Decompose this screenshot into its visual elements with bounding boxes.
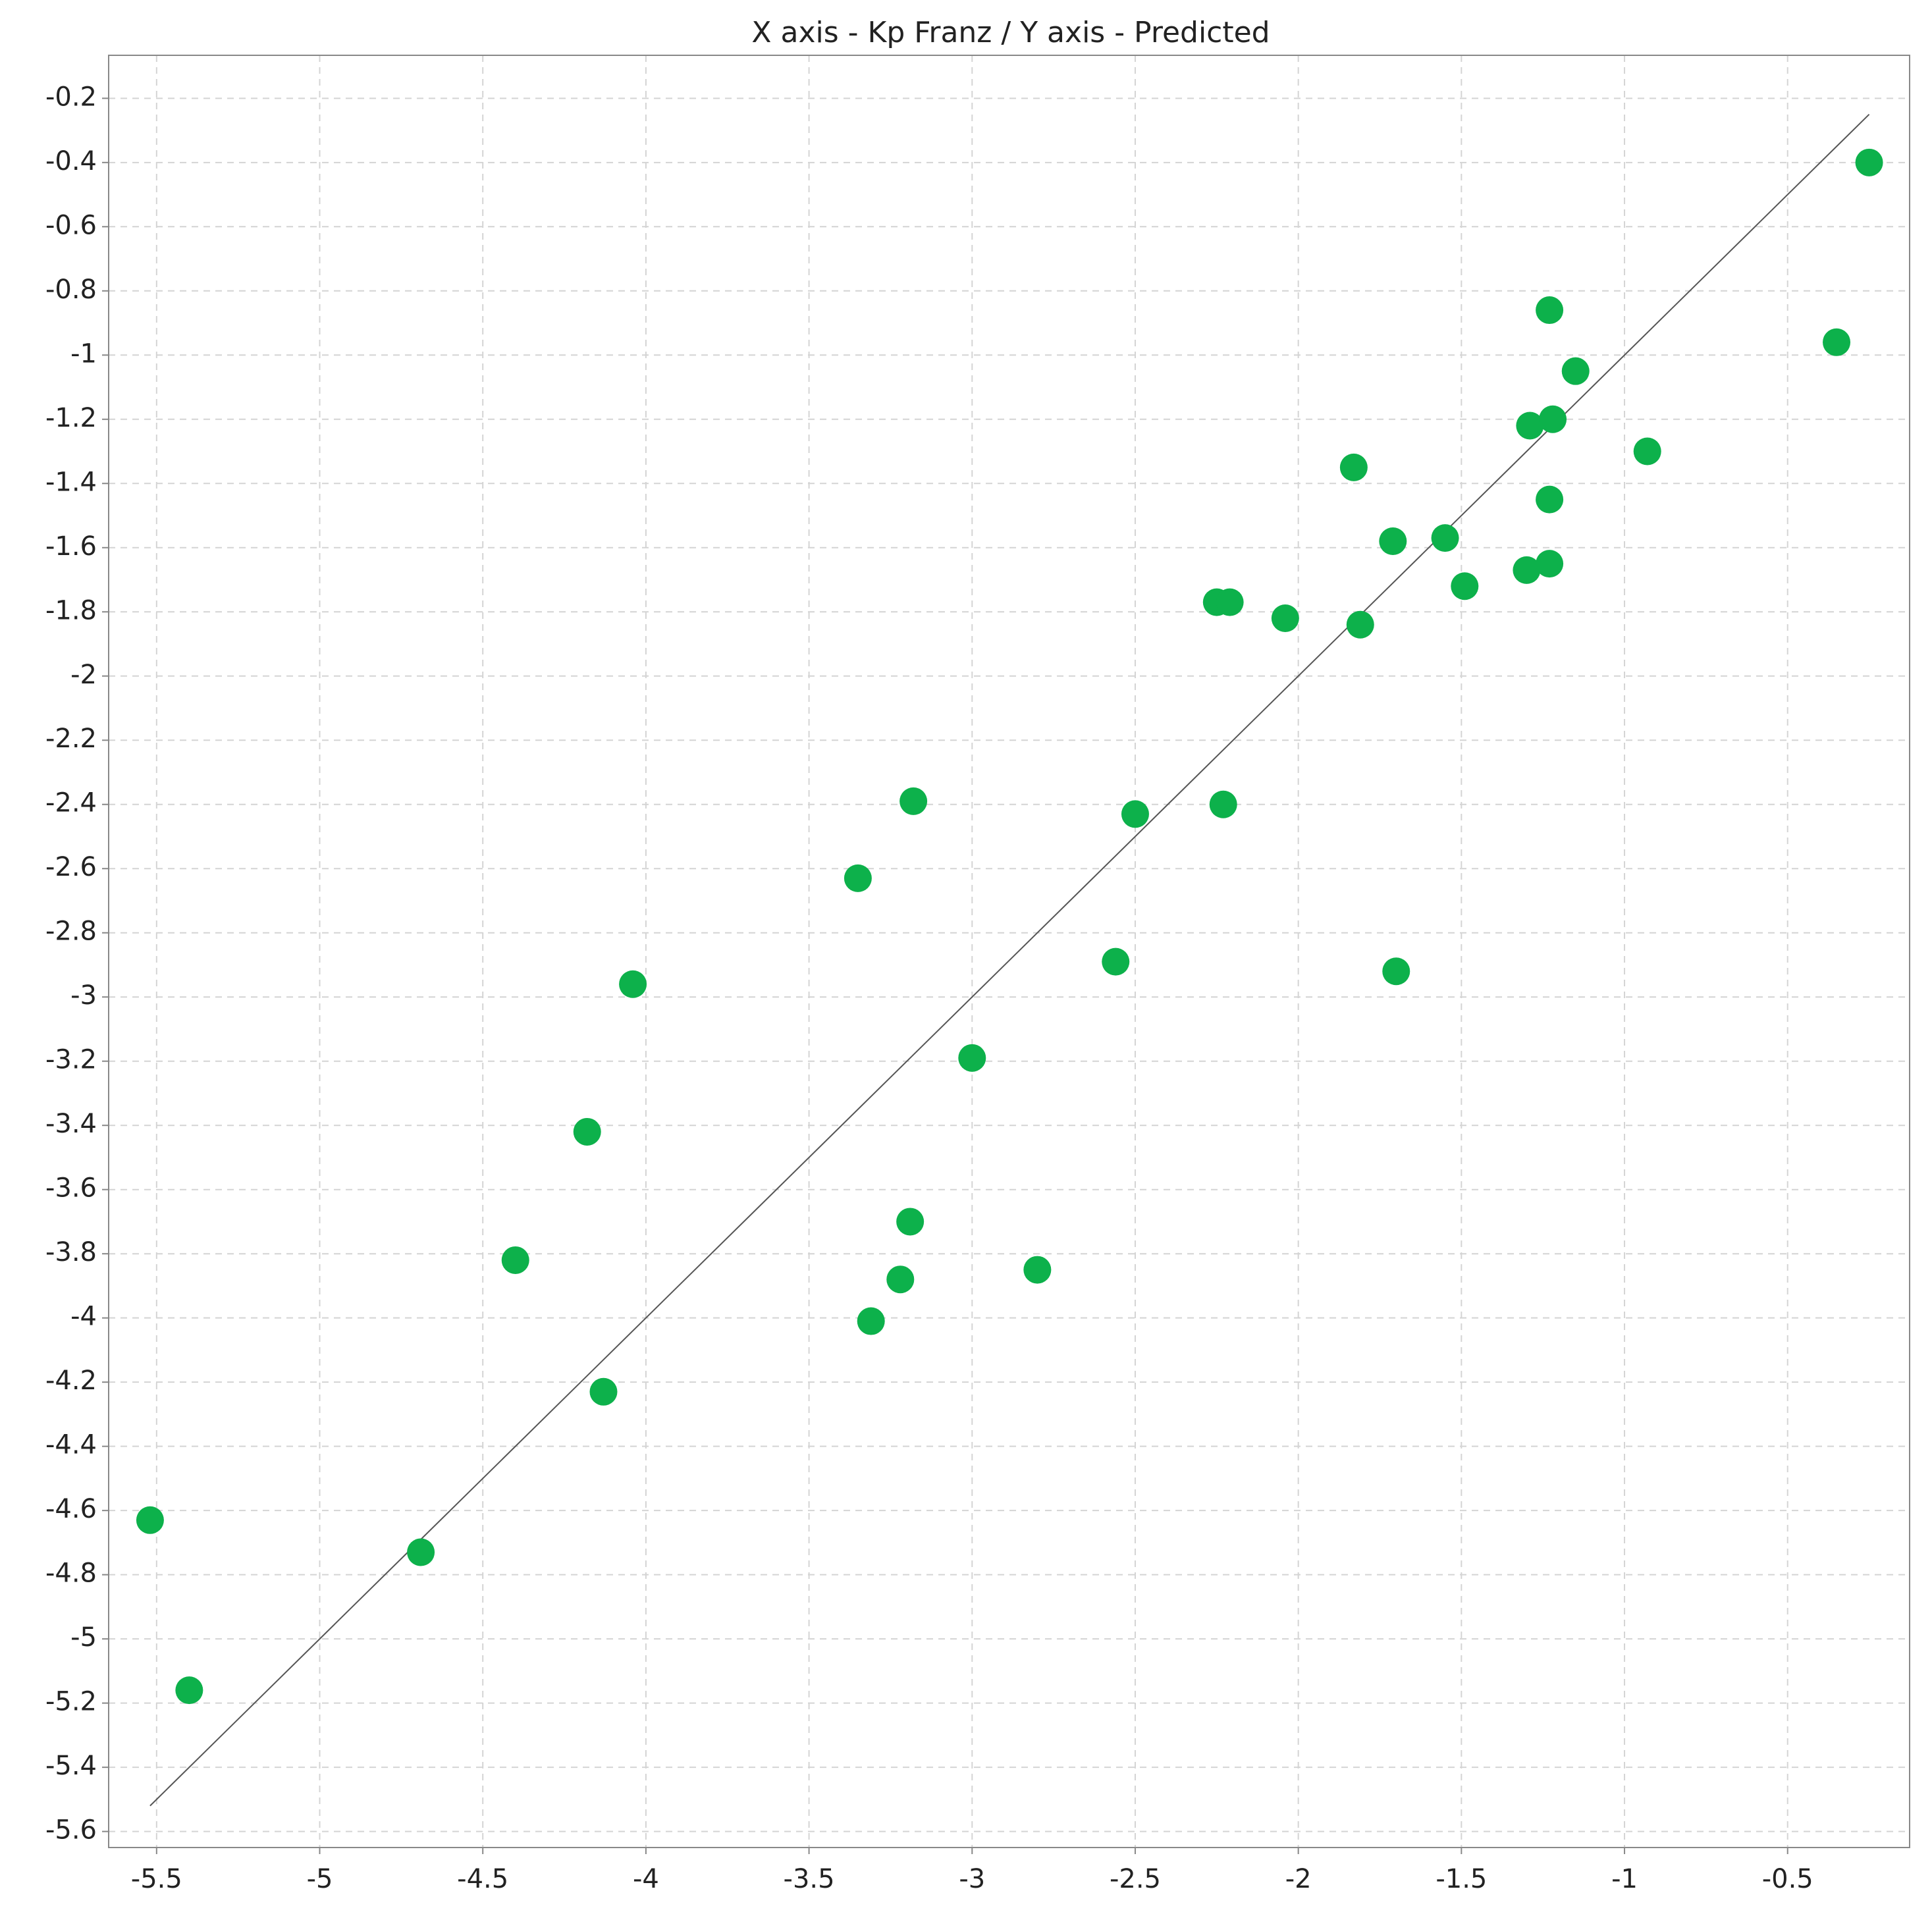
y-tick-label: -4.6 [45,1494,97,1524]
y-tick-label: -1 [70,338,97,369]
data-point [1271,604,1299,633]
data-point [1536,485,1564,514]
data-point [1513,556,1541,584]
y-tick-label: -3.2 [45,1045,97,1075]
chart-title: X axis - Kp Franz / Y axis - Predicted [751,16,1270,49]
data-point [1121,800,1149,828]
y-tick-label: -3.4 [45,1109,97,1139]
data-point [1516,412,1544,440]
data-point [1216,588,1244,616]
x-tick-label: -2 [1285,1864,1312,1894]
data-point [1536,296,1564,325]
data-point [1102,947,1130,976]
y-tick-label: -4 [70,1302,97,1332]
data-point [136,1506,164,1534]
x-tick-label: -1 [1611,1864,1638,1894]
data-point [857,1307,885,1335]
data-point [1633,437,1661,466]
data-point [899,787,928,815]
y-tick-label: -5.4 [45,1751,97,1781]
data-point [886,1265,915,1294]
data-point [573,1117,601,1146]
data-point [1346,610,1374,639]
y-tick-label: -1.6 [45,531,97,562]
y-tick-label: -4.2 [45,1366,97,1396]
y-tick-label: -0.6 [45,210,97,240]
x-tick-label: -2.5 [1110,1864,1161,1894]
data-point [501,1246,529,1274]
y-tick-label: -0.4 [45,146,97,176]
data-point [1451,572,1479,600]
y-tick-label: -1.8 [45,595,97,625]
data-point [589,1377,618,1406]
data-point [407,1538,435,1566]
y-tick-label: -3 [70,980,97,1011]
y-tick-label: -4.8 [45,1558,97,1589]
y-tick-label: -3.8 [45,1237,97,1267]
y-tick-label: -5.6 [45,1815,97,1846]
data-point [844,864,872,892]
data-point [1823,328,1851,356]
data-point [1023,1256,1052,1284]
y-tick-label: -0.8 [45,275,97,305]
plot-border [108,55,1910,1848]
y-tick-label: -3.6 [45,1173,97,1204]
y-tick-label: -2.2 [45,724,97,754]
y-tick-label: -0.2 [45,82,97,112]
y-tick-label: -5 [70,1622,97,1653]
data-point [1431,524,1459,552]
data-point [1209,790,1237,818]
y-tick-label: -4.4 [45,1430,97,1460]
data-point [1539,405,1567,433]
y-tick-label: -2.6 [45,852,97,882]
y-tick-label: -2 [70,660,97,690]
x-tick-label: -3.5 [784,1864,835,1894]
data-point [1379,527,1407,556]
data-point [1855,148,1883,176]
x-tick-label: -4 [633,1864,659,1894]
x-tick-label: -3 [959,1864,985,1894]
y-tick-label: -2.8 [45,917,97,947]
x-tick-label: -5.5 [131,1864,182,1894]
reference-line [149,113,1870,1807]
data-point [1561,357,1590,385]
y-tick-label: -1.4 [45,467,97,497]
y-tick-label: -1.2 [45,403,97,433]
data-point [958,1044,986,1072]
data-point [1339,453,1368,481]
data-point [175,1676,203,1705]
x-tick-label: -1.5 [1436,1864,1487,1894]
x-tick-label: -0.5 [1762,1864,1813,1894]
y-tick-label: -5.2 [45,1687,97,1717]
data-point [896,1208,925,1236]
y-tick-label: -2.4 [45,788,97,818]
x-tick-label: -5 [307,1864,333,1894]
data-point [1382,957,1410,986]
data-point [1536,550,1564,578]
data-point [619,970,647,998]
x-tick-label: -4.5 [457,1864,508,1894]
